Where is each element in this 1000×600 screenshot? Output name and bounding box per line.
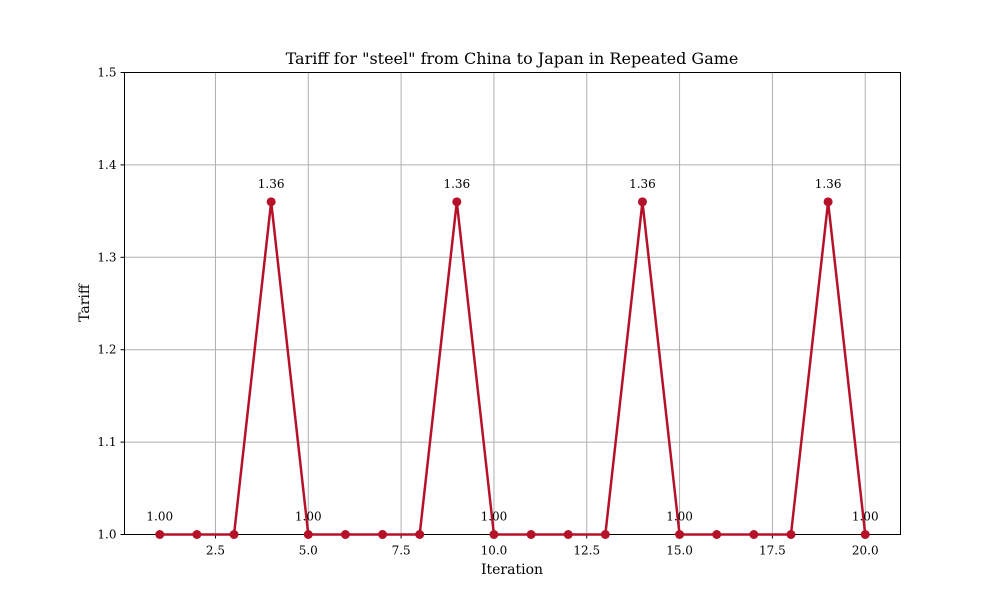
- x-tick-label: 2.5: [206, 544, 225, 558]
- x-tick-label: 17.5: [759, 544, 786, 558]
- data-label: 1.00: [481, 510, 508, 524]
- y-tick-label: 1.1: [97, 435, 116, 449]
- y-tick-label: 1.3: [97, 250, 116, 264]
- data-point: [860, 530, 870, 539]
- y-tick-label: 1.4: [97, 158, 116, 172]
- data-label: 1.36: [815, 177, 842, 191]
- data-point: [712, 530, 722, 539]
- x-axis-label: Iteration: [481, 562, 543, 578]
- data-point: [192, 530, 202, 539]
- data-point: [303, 530, 313, 539]
- data-label: 1.00: [666, 510, 693, 524]
- x-tick-label: 10.0: [481, 544, 508, 558]
- data-label: 1.36: [258, 177, 285, 191]
- data-point: [526, 530, 536, 539]
- data-point: [266, 197, 276, 207]
- series-line: [159, 200, 867, 536]
- x-tick-label: 20.0: [852, 544, 879, 558]
- data-point: [823, 197, 833, 207]
- data-point: [489, 530, 499, 539]
- y-tick-label: 1.0: [97, 528, 116, 542]
- data-point: [563, 530, 573, 539]
- data-point: [675, 530, 685, 539]
- y-axis-label: Tariff: [77, 283, 93, 322]
- data-label: 1.36: [629, 177, 656, 191]
- data-label: 1.00: [852, 510, 879, 524]
- data-point: [378, 530, 388, 539]
- data-label: 1.00: [146, 510, 173, 524]
- chart-title: Tariff for "steel" from China to Japan i…: [286, 49, 739, 68]
- y-tick-label: 1.5: [97, 66, 116, 80]
- data-labels: 1.00 1.36 1.00 1.36 1.00 1.36 1.00 1.36 1.00: [146, 177, 878, 524]
- data-point: [786, 530, 796, 539]
- data-point: [340, 530, 350, 539]
- data-point: [229, 530, 239, 539]
- data-point: [749, 530, 759, 539]
- data-point: [155, 530, 165, 539]
- data-label: 1.00: [295, 510, 322, 524]
- x-tick-label: 15.0: [666, 544, 693, 558]
- y-tick-label: 1.2: [97, 343, 116, 357]
- data-series: [155, 197, 870, 539]
- data-point: [452, 197, 462, 207]
- x-tick-label: 12.5: [573, 544, 600, 558]
- data-label: 1.36: [443, 177, 470, 191]
- x-tick-label: 7.5: [392, 544, 411, 558]
- data-point: [415, 530, 425, 539]
- x-tick-label: 5.0: [299, 544, 318, 558]
- data-point: [637, 197, 647, 207]
- data-point: [600, 530, 610, 539]
